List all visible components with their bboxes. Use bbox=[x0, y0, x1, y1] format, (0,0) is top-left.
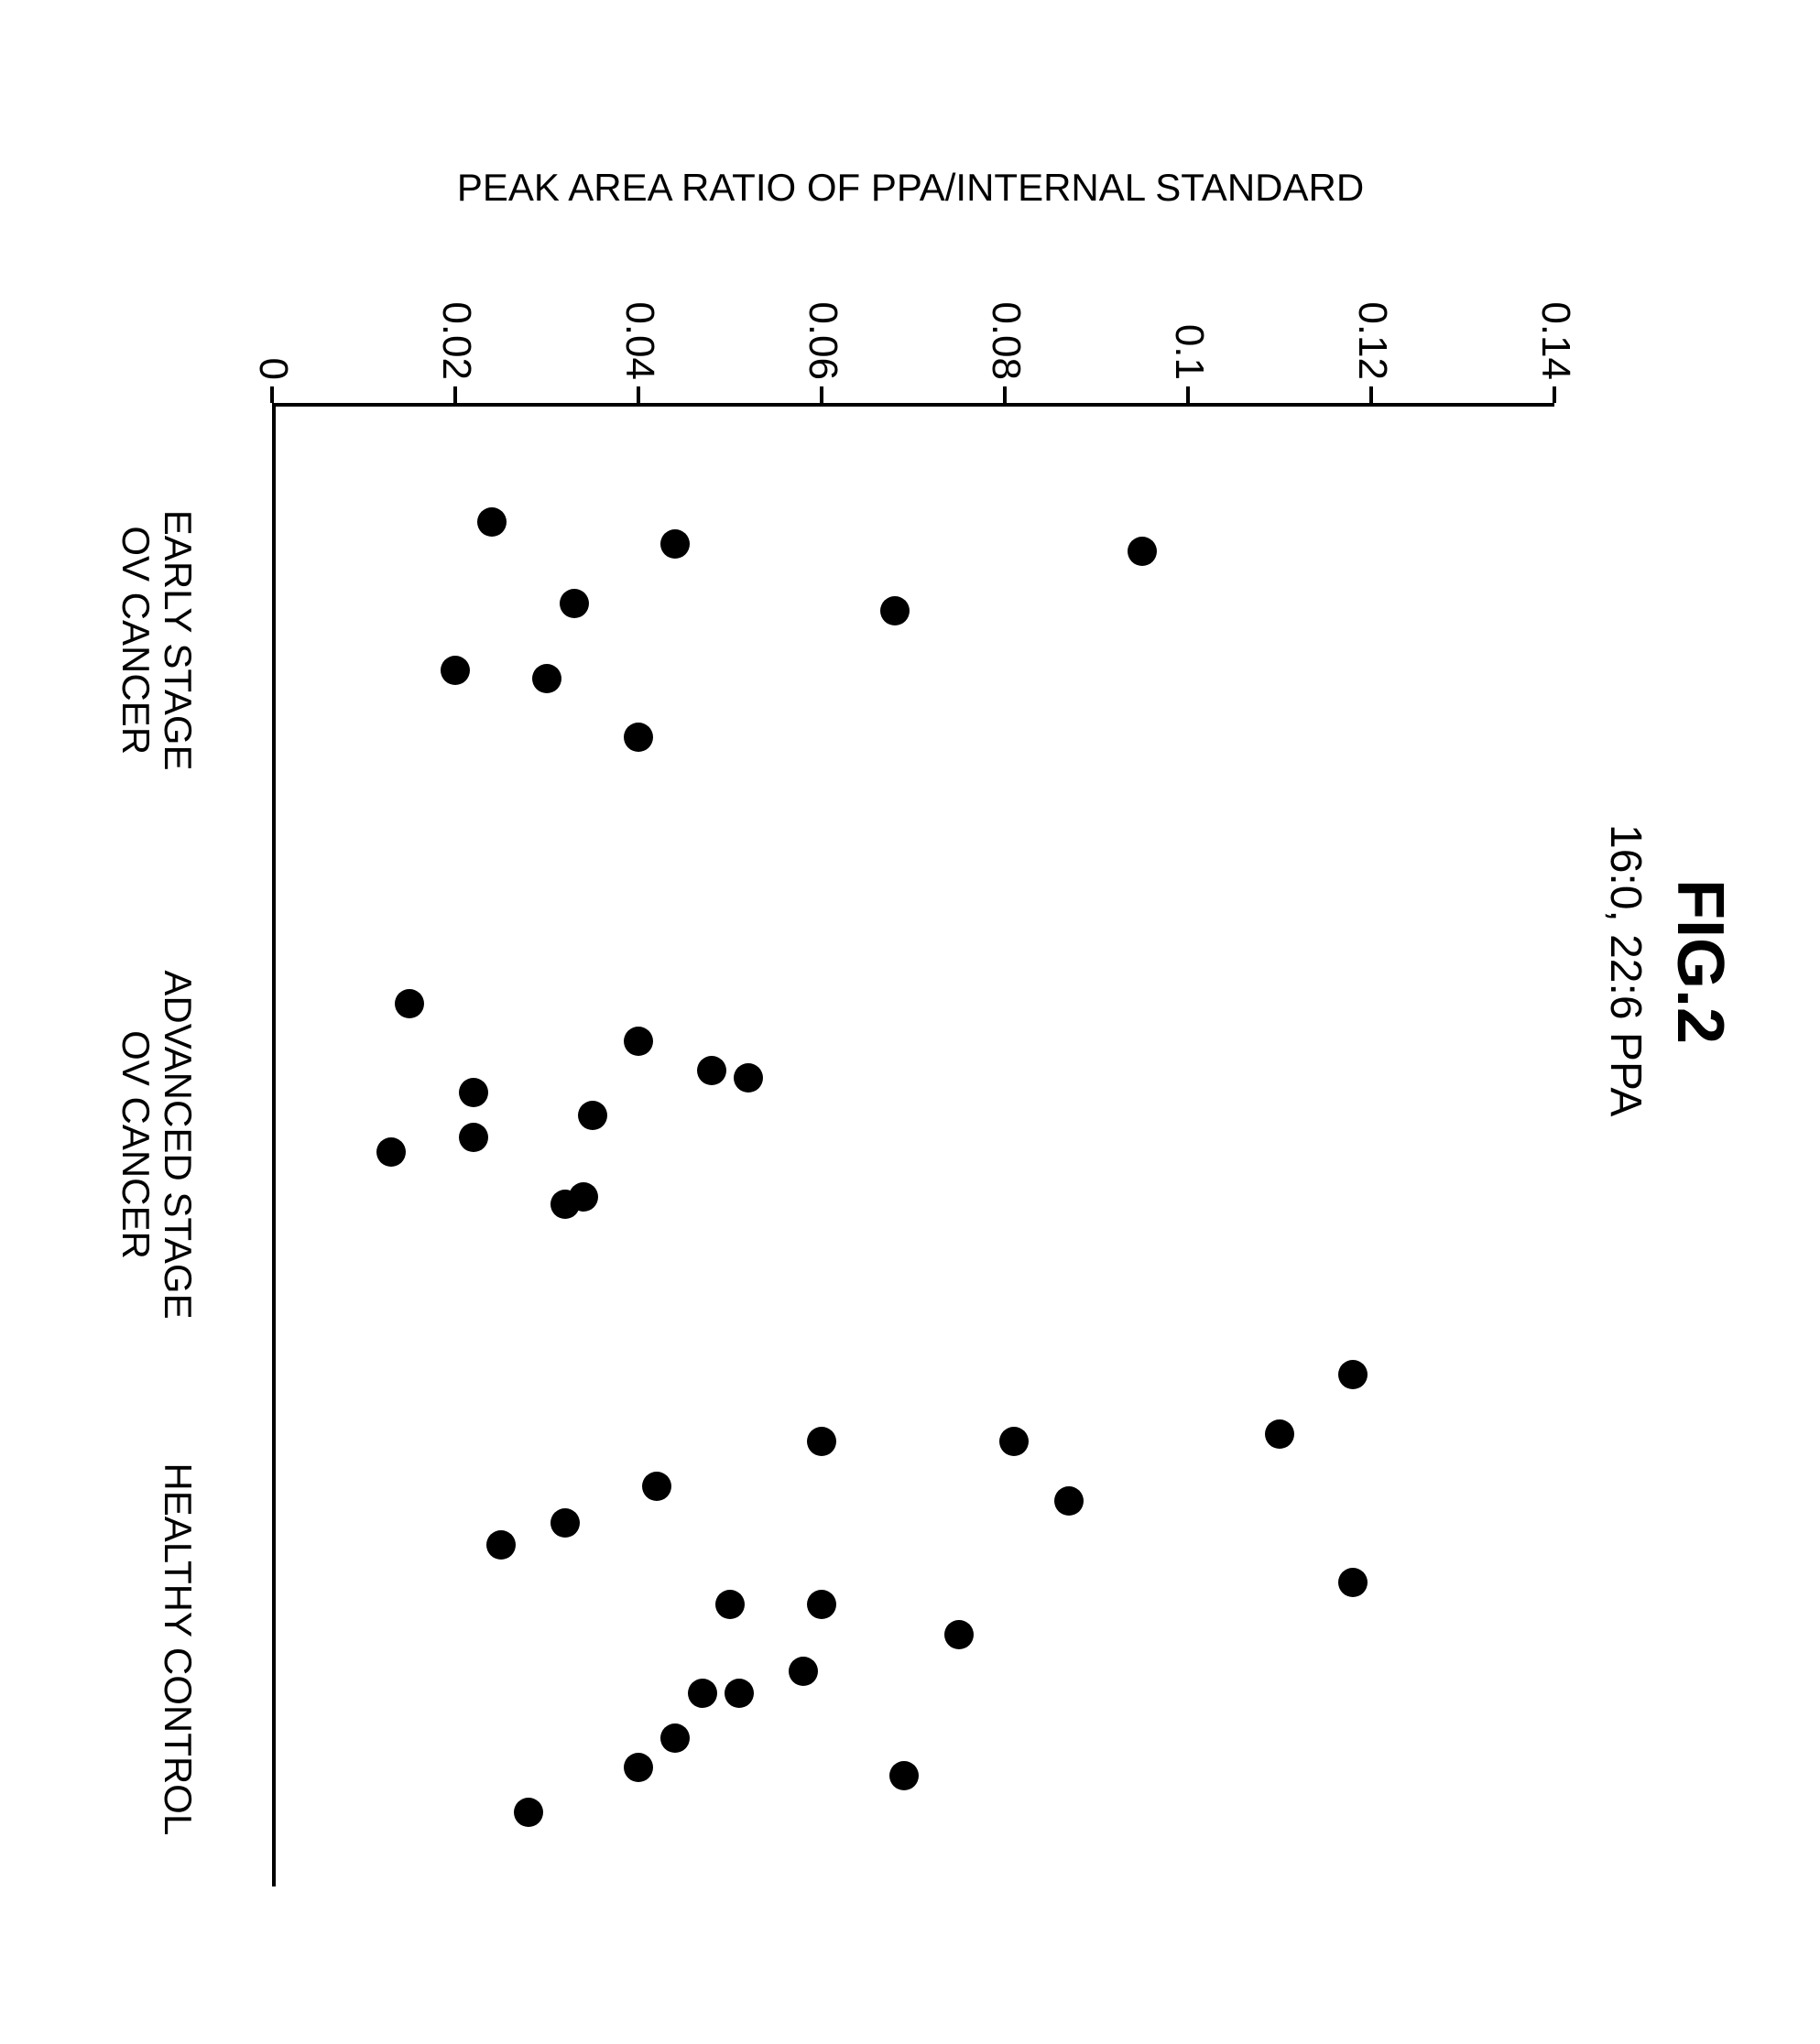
y-tick bbox=[1369, 386, 1373, 403]
data-point bbox=[376, 1137, 406, 1167]
data-point bbox=[1265, 1419, 1294, 1449]
x-category-label: ADVANCED STAGEOV CANCER bbox=[114, 907, 199, 1383]
y-tick bbox=[270, 386, 274, 403]
y-axis-line bbox=[272, 403, 1554, 407]
data-point bbox=[642, 1472, 671, 1501]
data-point bbox=[789, 1657, 818, 1686]
data-point bbox=[1054, 1486, 1084, 1516]
data-point bbox=[660, 529, 690, 559]
y-tick bbox=[1553, 386, 1556, 403]
x-category-label-line: OV CANCER bbox=[114, 402, 157, 878]
data-point bbox=[697, 1056, 726, 1085]
figure-title: FIG.2 bbox=[1662, 879, 1738, 1044]
data-point bbox=[1338, 1568, 1368, 1597]
x-category-label-line: OV CANCER bbox=[114, 907, 157, 1383]
data-point bbox=[734, 1063, 763, 1093]
x-category-label: HEALTHY CONTROL bbox=[157, 1411, 199, 1887]
y-tick-label: 0.06 bbox=[800, 252, 845, 380]
y-tick bbox=[1003, 386, 1007, 403]
y-tick bbox=[637, 386, 640, 403]
data-point bbox=[807, 1427, 836, 1456]
data-point bbox=[999, 1427, 1029, 1456]
data-point bbox=[725, 1679, 754, 1708]
data-point bbox=[807, 1590, 836, 1619]
data-point bbox=[560, 589, 589, 618]
data-point bbox=[715, 1590, 745, 1619]
data-point bbox=[660, 1723, 690, 1753]
y-tick bbox=[1186, 386, 1190, 403]
y-tick-label: 0.04 bbox=[616, 252, 662, 380]
page-root: FIG.2 16:0, 22:6 PPA PEAK AREA RATIO OF … bbox=[0, 0, 1820, 2044]
data-point bbox=[477, 507, 507, 537]
y-tick-label: 0.02 bbox=[433, 252, 479, 380]
data-point bbox=[441, 656, 470, 685]
data-point bbox=[514, 1798, 543, 1827]
y-tick-label: 0.12 bbox=[1349, 252, 1395, 380]
y-axis-label: PEAK AREA RATIO OF PPA/INTERNAL STANDARD bbox=[361, 166, 1460, 210]
data-point bbox=[486, 1530, 516, 1560]
x-category-label-line: HEALTHY CONTROL bbox=[157, 1411, 199, 1887]
data-point bbox=[624, 1753, 653, 1782]
y-tick bbox=[820, 386, 823, 403]
data-point bbox=[1128, 537, 1157, 566]
data-point bbox=[532, 664, 561, 693]
data-point bbox=[459, 1078, 488, 1107]
x-category-label: EARLY STAGEOV CANCER bbox=[114, 402, 199, 878]
plot-area bbox=[272, 403, 1554, 1886]
data-point bbox=[1338, 1360, 1368, 1389]
data-point bbox=[550, 1190, 580, 1219]
y-tick bbox=[453, 386, 457, 403]
data-point bbox=[578, 1101, 607, 1130]
data-point bbox=[550, 1508, 580, 1538]
data-point bbox=[459, 1123, 488, 1152]
data-point bbox=[944, 1620, 974, 1649]
data-point bbox=[624, 723, 653, 752]
data-point bbox=[880, 596, 910, 625]
x-category-label-line: ADVANCED STAGE bbox=[157, 907, 199, 1383]
y-tick-label: 0.08 bbox=[983, 252, 1029, 380]
figure-subtitle: 16:0, 22:6 PPA bbox=[1600, 824, 1651, 1116]
x-axis-line bbox=[272, 403, 276, 1886]
data-point bbox=[688, 1679, 717, 1708]
y-tick-label: 0.14 bbox=[1532, 252, 1578, 380]
y-tick-label: 0 bbox=[250, 252, 296, 380]
y-tick-label: 0.1 bbox=[1166, 252, 1212, 380]
chart-container: FIG.2 16:0, 22:6 PPA PEAK AREA RATIO OF … bbox=[0, 0, 1820, 2044]
data-point bbox=[889, 1761, 919, 1790]
x-category-label-line: EARLY STAGE bbox=[157, 402, 199, 878]
data-point bbox=[395, 989, 424, 1018]
data-point bbox=[624, 1027, 653, 1056]
